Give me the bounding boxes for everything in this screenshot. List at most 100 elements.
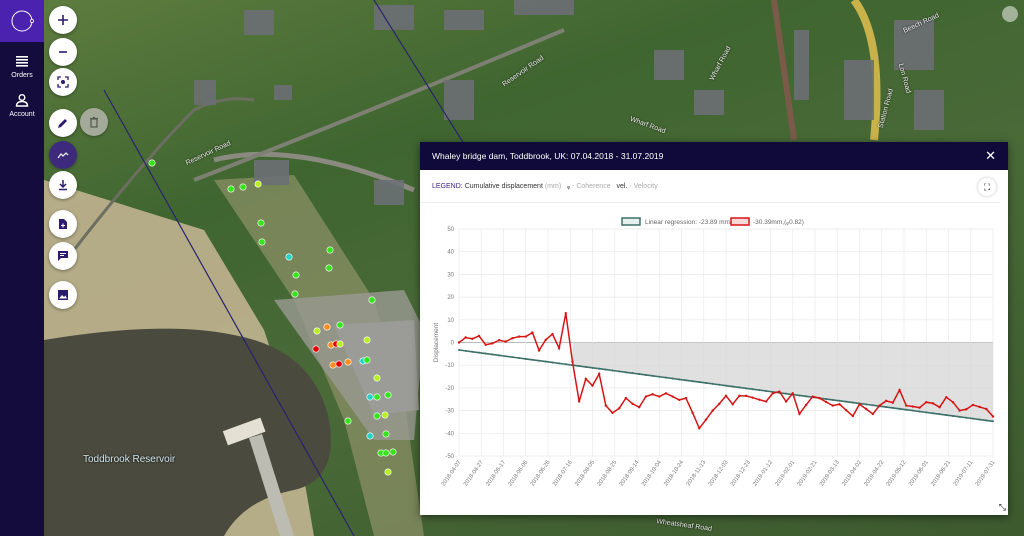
- measurement-point[interactable]: [335, 360, 343, 368]
- regression-point: [951, 414, 954, 417]
- measurement-point[interactable]: [292, 271, 300, 279]
- regression-point: [638, 373, 641, 376]
- regression-point: [578, 365, 581, 368]
- regression-point: [851, 401, 854, 404]
- displacement-point: [704, 418, 708, 421]
- displacement-point: [684, 396, 688, 400]
- regression-point: [658, 375, 661, 378]
- y-tick-label: -20: [445, 386, 454, 392]
- measurement-point[interactable]: [344, 417, 352, 425]
- measurement-point[interactable]: [148, 159, 156, 167]
- measurement-point[interactable]: [363, 356, 371, 364]
- comment-button[interactable]: [49, 242, 77, 270]
- regression-point: [831, 398, 834, 401]
- y-tick-label: -30: [445, 409, 454, 415]
- measurement-point[interactable]: [381, 411, 389, 419]
- measurement-point[interactable]: [239, 183, 247, 191]
- displacement-point: [664, 392, 668, 395]
- regression-point: [604, 368, 607, 371]
- measurement-point[interactable]: [344, 358, 352, 366]
- image-button[interactable]: [49, 281, 77, 309]
- displacement-point: [778, 390, 781, 393]
- measurement-point[interactable]: [373, 412, 381, 420]
- measurement-point[interactable]: [382, 449, 390, 457]
- measurement-point[interactable]: [363, 336, 371, 344]
- delete-button[interactable]: [80, 108, 108, 136]
- add-report-button[interactable]: [49, 210, 77, 238]
- x-tick-label: 2019-06-21: [930, 460, 952, 488]
- legend-swatch-regression: [621, 217, 641, 226]
- map-label-reservoir: Toddbrook Reservoir: [83, 454, 176, 465]
- draw-button[interactable]: [49, 109, 77, 137]
- measurement-point[interactable]: [389, 448, 397, 456]
- displacement-point: [831, 404, 834, 407]
- regression-point: [911, 409, 914, 412]
- zoom-out-button[interactable]: [49, 38, 77, 66]
- fullscreen-button[interactable]: ⛶: [978, 178, 996, 196]
- displacement-point: [531, 331, 534, 334]
- displacement-point: [724, 394, 728, 398]
- sidebar-item-account[interactable]: Account: [0, 93, 44, 118]
- regression-point: [631, 372, 634, 375]
- focus-icon: [57, 76, 69, 88]
- measurement-point[interactable]: [336, 340, 344, 348]
- displacement-point: [811, 395, 814, 398]
- displacement-point: [491, 342, 494, 345]
- measurement-point[interactable]: [323, 323, 331, 331]
- resize-handle-icon[interactable]: ⤡: [998, 502, 1006, 512]
- x-tick-label: 2018-12-03: [708, 460, 730, 488]
- zoom-in-button[interactable]: [49, 6, 77, 34]
- sidebar-item-orders[interactable]: Orders: [0, 54, 44, 79]
- regression-point: [564, 363, 567, 366]
- measurement-point[interactable]: [366, 393, 374, 401]
- displacement-point: [511, 336, 514, 340]
- displacement-point: [871, 412, 875, 416]
- velocity-text: - Velocity: [629, 182, 658, 190]
- logo[interactable]: [0, 0, 44, 42]
- displacement-point: [504, 340, 507, 343]
- displacement-point: [818, 396, 821, 400]
- close-icon[interactable]: ✕: [985, 148, 996, 163]
- measurement-point[interactable]: [312, 345, 320, 353]
- measurement-point[interactable]: [329, 361, 337, 369]
- x-tick-label: 2018-10-04: [641, 459, 663, 487]
- measurement-point[interactable]: [257, 219, 265, 227]
- x-tick-label: 2018-11-13: [686, 460, 708, 487]
- legend-label-displacement: -30.39mm,(ᵩ0.82): [753, 219, 804, 226]
- measurement-point[interactable]: [368, 296, 376, 304]
- measurement-point[interactable]: [325, 264, 333, 272]
- measurement-point[interactable]: [326, 246, 334, 254]
- compass-button[interactable]: [1002, 6, 1018, 22]
- displacement-point: [611, 411, 614, 415]
- measurement-point[interactable]: [227, 185, 235, 193]
- measurement-point[interactable]: [336, 321, 344, 329]
- x-tick-label: 2018-08-05: [574, 460, 596, 488]
- measurement-point[interactable]: [382, 430, 390, 438]
- measurement-point[interactable]: [313, 327, 321, 335]
- x-tick-label: 2019-01-12: [752, 460, 774, 488]
- download-button[interactable]: [49, 171, 77, 199]
- measurement-point[interactable]: [254, 180, 262, 188]
- measurement-point[interactable]: [373, 374, 381, 382]
- displacement-point: [678, 398, 681, 402]
- trend-chart-button[interactable]: [49, 141, 77, 169]
- regression-point: [484, 352, 487, 355]
- minus-icon: [59, 51, 67, 53]
- measurement-point[interactable]: [258, 238, 266, 246]
- regression-point: [725, 384, 727, 387]
- displacement-point: [985, 407, 988, 411]
- x-tick-label: 2018-10-24: [663, 459, 685, 487]
- displacement-point: [738, 394, 741, 398]
- measurement-point[interactable]: [384, 391, 392, 399]
- y-tick-label: 40: [447, 250, 454, 256]
- measurement-point[interactable]: [366, 432, 374, 440]
- measurement-point[interactable]: [291, 290, 299, 298]
- displacement-point: [658, 395, 661, 398]
- measurement-point[interactable]: [285, 253, 293, 261]
- x-tick-label: 2019-04-22: [863, 460, 885, 488]
- center-map-button[interactable]: [49, 68, 77, 96]
- displacement-point: [644, 395, 648, 398]
- measurement-point[interactable]: [373, 393, 381, 401]
- measurement-point[interactable]: [384, 468, 392, 476]
- regression-point: [751, 388, 754, 391]
